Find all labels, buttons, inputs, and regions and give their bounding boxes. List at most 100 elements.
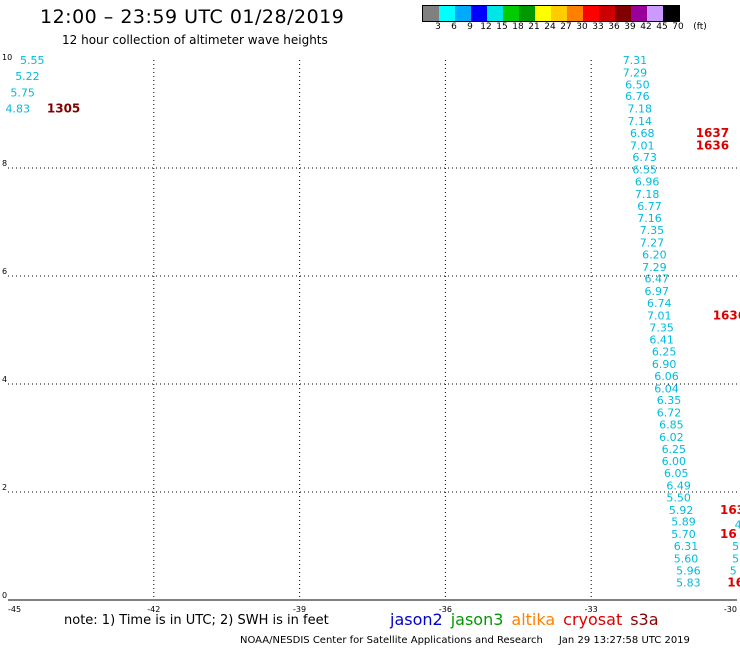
legend-swatch	[487, 6, 503, 21]
wave-height-label: 5.50	[666, 491, 691, 504]
wave-height-label: 6.68	[630, 127, 655, 140]
legend-swatch	[535, 6, 551, 21]
legend-label: 45	[656, 22, 668, 32]
legend-swatch	[519, 6, 535, 21]
wave-height-label: 6.41	[649, 334, 674, 347]
legend-label: 70	[672, 22, 684, 32]
color-scale-legend	[422, 5, 680, 22]
x-tick-label: -42	[147, 605, 160, 614]
wave-height-label: 6.25	[652, 346, 677, 359]
wave-height-label: 6.00	[662, 455, 687, 468]
legend-label: 33	[592, 22, 604, 32]
y-tick-labels: 0 2 4 6 8 10	[2, 53, 12, 600]
wave-height-label: 5.89	[671, 516, 696, 529]
chart-title: 12:00 – 23:59 UTC 01/28/2019	[40, 6, 345, 28]
wave-height-label: 7.18	[635, 188, 660, 201]
satellite-jason3: jason3	[450, 610, 504, 629]
wave-height-label-fragment: 5	[732, 552, 739, 565]
credit-line: NOAA/NESDIS Center for Satellite Applica…	[240, 635, 690, 646]
wave-height-label: 6.76	[625, 90, 650, 103]
pass-time-label: 163	[720, 503, 740, 517]
pass-time-label: 1636	[696, 138, 729, 152]
legend-label: 42	[640, 22, 652, 32]
wave-height-label: 6.20	[642, 248, 667, 261]
wave-height-label: 6.74	[647, 297, 672, 310]
wave-height-label: 5.55	[20, 54, 45, 67]
y-tick-label: 0	[2, 591, 7, 600]
wave-height-label: 7.01	[630, 139, 655, 152]
wave-height-label: 6.72	[657, 407, 682, 420]
wave-height-label: 6.06	[654, 370, 679, 383]
x-tick-label: -36	[439, 605, 452, 614]
y-tick-label: 2	[2, 483, 7, 492]
x-tick-label: -39	[293, 605, 306, 614]
wave-height-label: 6.96	[635, 176, 660, 189]
satellite-legend: jason2 jason3 altika cryosat s3a	[390, 610, 667, 629]
satellite-altika: altika	[511, 610, 556, 629]
legend-label: 9	[467, 22, 473, 32]
y-tick-label: 8	[2, 159, 7, 168]
wave-height-label: 6.47	[645, 273, 670, 286]
wave-height-label: 6.97	[645, 285, 670, 298]
wave-height-label: 7.31	[623, 54, 648, 67]
pass-time-label: 16	[727, 576, 740, 590]
legend-label: 30	[576, 22, 588, 32]
wave-height-label: 5.96	[676, 564, 701, 577]
footer-note: note: 1) Time is in UTC; 2) SWH is in fe…	[64, 613, 329, 628]
wave-height-label: 6.85	[659, 419, 684, 432]
legend-label: 27	[560, 22, 572, 32]
legend-swatch	[631, 6, 647, 21]
chart-subtitle: 12 hour collection of altimeter wave hei…	[62, 33, 328, 47]
wave-height-label: 7.35	[649, 321, 674, 334]
wave-height-label: 4.83	[5, 103, 30, 116]
wave-height-label: 6.25	[662, 443, 687, 456]
wave-height-label: 5.22	[15, 70, 40, 83]
wave-height-label: 6.05	[664, 467, 689, 480]
legend-swatch	[503, 6, 519, 21]
legend-swatch	[615, 6, 631, 21]
legend-swatch	[455, 6, 471, 21]
wave-height-label: 6.90	[652, 358, 677, 371]
y-tick-label: 10	[2, 53, 12, 62]
wave-height-label: 7.29	[623, 66, 648, 79]
satellite-jason2: jason2	[390, 610, 443, 629]
legend-label: 3	[435, 22, 441, 32]
wave-height-label: 6.77	[637, 200, 662, 213]
satellite-cryosat: cryosat	[563, 610, 623, 629]
wave-height-label: 7.35	[640, 224, 665, 237]
legend-label: 39	[624, 22, 636, 32]
generated-timestamp: Jan 29 13:27:58 UTC 2019	[558, 635, 690, 646]
legend-label: 21	[528, 22, 540, 32]
legend-swatch	[599, 6, 615, 21]
pass-time-labels: 13051637163616361631616	[47, 102, 740, 590]
legend-swatch	[663, 6, 679, 21]
wave-height-label: 7.16	[637, 212, 662, 225]
wave-height-label: 7.01	[647, 309, 672, 322]
y-tick-label: 6	[2, 267, 7, 276]
wave-height-label: 7.29	[642, 261, 667, 274]
pass-time-label: 1636	[713, 308, 740, 322]
legend-swatch	[567, 6, 583, 21]
wave-height-label-fragment: 5	[730, 564, 737, 577]
grid-lines	[8, 60, 737, 600]
legend-label: 18	[512, 22, 524, 32]
satellite-s3a: s3a	[630, 610, 659, 629]
wave-height-label: 7.18	[628, 103, 653, 116]
wave-height-label: 6.55	[632, 164, 657, 177]
pass-time-label: 16	[720, 527, 737, 541]
wave-height-label: 7.27	[640, 237, 665, 250]
wave-height-label: 7.14	[628, 115, 653, 128]
legend-label: 24	[544, 22, 556, 32]
wave-height-label: 5.70	[671, 528, 696, 541]
wave-height-label: 5.92	[669, 504, 694, 517]
x-tick-label: -30	[724, 605, 737, 614]
pass-time-label: 1305	[47, 102, 80, 116]
x-tick-label: -33	[585, 605, 598, 614]
legend-swatch	[647, 6, 663, 21]
legend-label: 36	[608, 22, 620, 32]
wave-height-label: 6.73	[632, 151, 657, 164]
legend-label: 12	[480, 22, 492, 32]
pass-time-label: 1637	[696, 126, 729, 140]
legend-swatch	[423, 6, 439, 21]
